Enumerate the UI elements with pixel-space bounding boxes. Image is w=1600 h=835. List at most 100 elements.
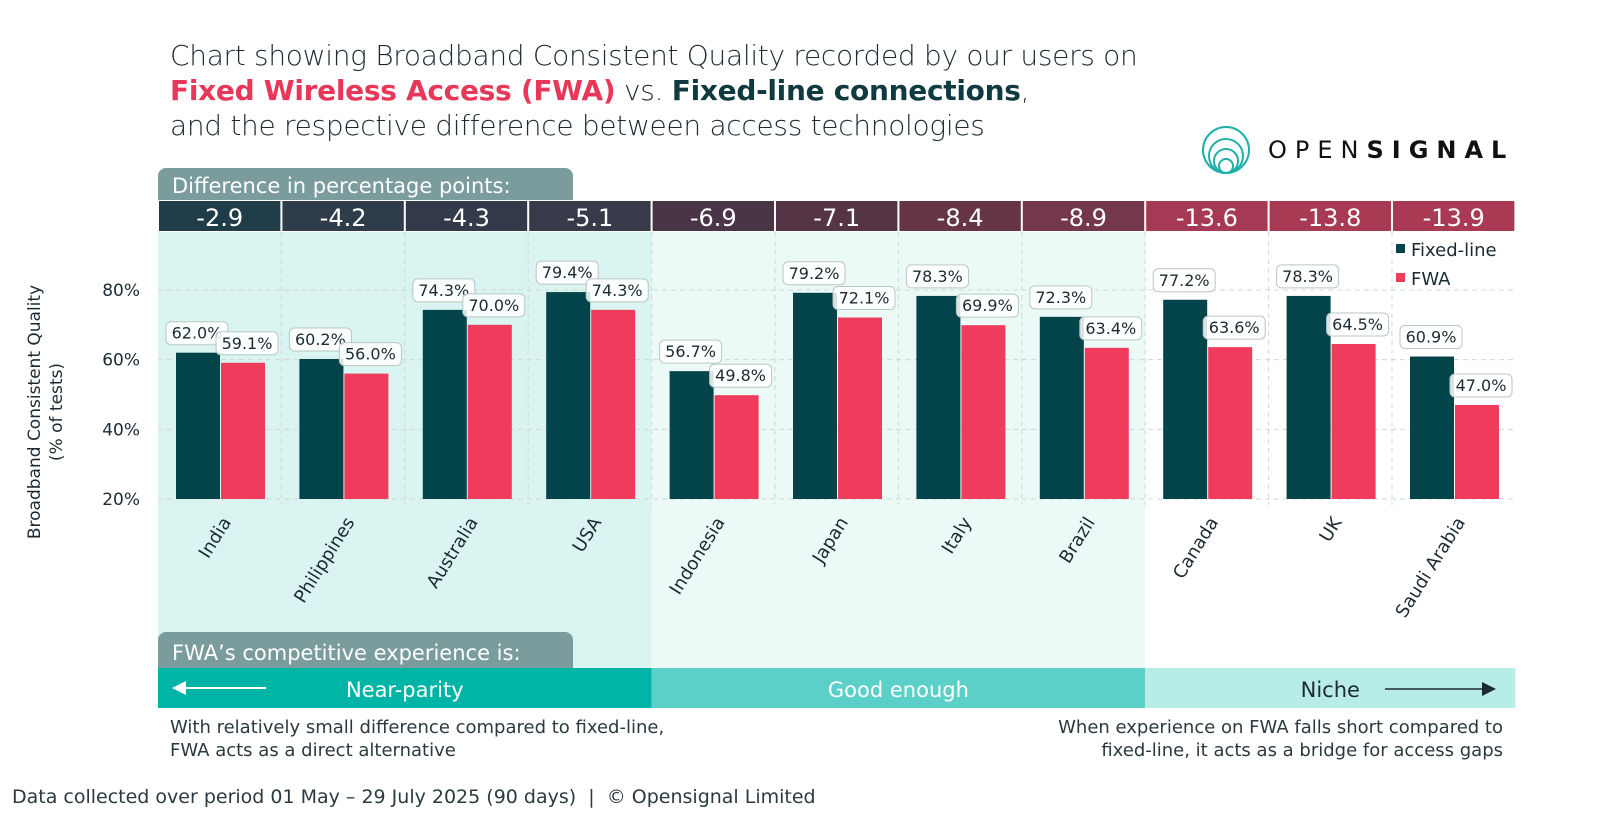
data-label-box (1152, 268, 1216, 293)
data-label: 60.9% (1406, 328, 1457, 347)
data-label: 59.1% (222, 334, 273, 353)
data-label-box (1449, 373, 1513, 398)
opensignal-logo-icon (1202, 126, 1250, 174)
bar-fixed-line (669, 371, 714, 499)
difference-cell (1146, 201, 1268, 231)
difference-cell (1269, 201, 1391, 231)
difference-value: -6.9 (690, 204, 737, 232)
difference-header-label: Difference in percentage points: (172, 174, 511, 198)
data-label: 56.7% (665, 342, 716, 361)
title-line-2: Fixed Wireless Access (FWA) vs. Fixed-li… (170, 73, 1137, 108)
bar-fixed-line (1286, 295, 1331, 499)
data-label: 78.3% (912, 267, 963, 286)
bar-fixed-line (546, 292, 591, 499)
note-left-line-1: With relatively small difference compare… (170, 717, 665, 738)
bar-fixed-line (299, 358, 344, 499)
data-label: 78.3% (1282, 267, 1333, 286)
band-label: Good enough (828, 678, 969, 702)
data-label-box (1276, 264, 1340, 289)
data-label-box (1079, 316, 1143, 341)
data-label-box (585, 278, 649, 303)
title-comma: , (1020, 74, 1030, 107)
data-label-box (462, 293, 526, 318)
x-tick-label: Canada (1169, 514, 1223, 583)
data-label-box (709, 363, 773, 388)
difference-value: -4.2 (320, 204, 367, 232)
difference-cell (899, 201, 1021, 231)
data-label: 64.5% (1332, 315, 1383, 334)
data-label: 72.1% (839, 289, 890, 308)
data-label: 60.2% (295, 330, 346, 349)
difference-cell (1022, 201, 1145, 231)
y-tick-label: 80% (102, 281, 140, 301)
experience-header-label: FWA’s competitive experience is: (172, 641, 521, 665)
difference-cell (405, 201, 528, 231)
left-arrow-icon-head (172, 681, 186, 695)
bar-fixed-line (793, 292, 837, 499)
note-right: When experience on FWA falls short compa… (1058, 716, 1503, 762)
y-tick-label: 20% (102, 490, 140, 510)
data-label-box (288, 327, 352, 352)
x-tick-label: UK (1315, 513, 1347, 546)
title-fixed-line: Fixed-line connections (671, 74, 1021, 107)
difference-value: -7.1 (813, 204, 860, 232)
data-label-box (412, 278, 476, 303)
data-label: 74.3% (592, 281, 643, 300)
note-left-line-2: FWA acts as a direct alternative (170, 740, 456, 761)
data-label-box (1029, 285, 1093, 310)
difference-header-tab (158, 168, 573, 200)
difference-cell (776, 201, 898, 231)
band-good-enough (651, 668, 1146, 708)
data-label: 49.8% (715, 366, 766, 385)
legend-swatch-fwa (1396, 273, 1405, 282)
opensignal-logo: OPENSIGNAL (1200, 124, 1514, 176)
difference-value: -8.4 (937, 204, 984, 232)
y-axis-label: Broadband Consistent Quality (% of tests) (25, 285, 67, 539)
difference-cell (282, 201, 404, 231)
bar-fwa (467, 324, 512, 499)
band-label: Niche (1301, 678, 1360, 702)
difference-cell (529, 201, 651, 231)
bar-fwa (1084, 347, 1129, 499)
bar-fixed-line (1039, 316, 1084, 499)
difference-cell (652, 201, 774, 231)
right-arrow-icon-head (1482, 682, 1496, 696)
data-label-box (1202, 315, 1266, 340)
difference-value: -13.9 (1423, 204, 1485, 232)
logo-text: OPENSIGNAL (1268, 136, 1514, 164)
title-vs: vs. (615, 74, 672, 107)
data-label: 74.3% (418, 281, 469, 300)
title-line-1: Chart showing Broadband Consistent Quali… (170, 39, 1138, 72)
note-right-line-2: fixed-line, it acts as a bridge for acce… (1101, 740, 1503, 761)
data-label: 79.4% (542, 263, 593, 282)
difference-cell (1393, 201, 1515, 231)
y-axis-label-line: (% of tests) (47, 363, 67, 461)
data-label-box (782, 261, 846, 286)
y-tick-label: 60% (102, 351, 140, 371)
data-label-box (659, 339, 723, 364)
legend-label-fwa: FWA (1411, 269, 1451, 290)
data-label: 72.3% (1035, 288, 1086, 307)
logo-text-light: OPEN (1268, 136, 1367, 164)
bar-fixed-line (1410, 356, 1454, 499)
data-label-box (955, 293, 1019, 318)
bar-fixed-line (916, 295, 961, 499)
bar-fwa (591, 309, 636, 499)
title-fwa: Fixed Wireless Access (FWA) (170, 74, 616, 107)
difference-value: -5.1 (566, 204, 613, 232)
legend-swatch-fixed-line (1396, 244, 1405, 253)
bar-fwa (961, 325, 1006, 499)
difference-value: -13.6 (1176, 204, 1238, 232)
difference-value: -2.9 (196, 204, 243, 232)
difference-value: -13.8 (1299, 204, 1361, 232)
y-axis-label-line: Broadband Consistent Quality (25, 285, 45, 539)
difference-value: -8.9 (1060, 204, 1107, 232)
band-label: Near-parity (346, 678, 464, 702)
y-tick-label: 40% (102, 420, 140, 440)
legend-label-fixed-line: Fixed-line (1411, 240, 1497, 261)
data-label: 63.4% (1085, 319, 1136, 338)
band-niche (1145, 668, 1516, 708)
bar-fwa (1455, 404, 1499, 499)
data-label-box (535, 260, 599, 285)
